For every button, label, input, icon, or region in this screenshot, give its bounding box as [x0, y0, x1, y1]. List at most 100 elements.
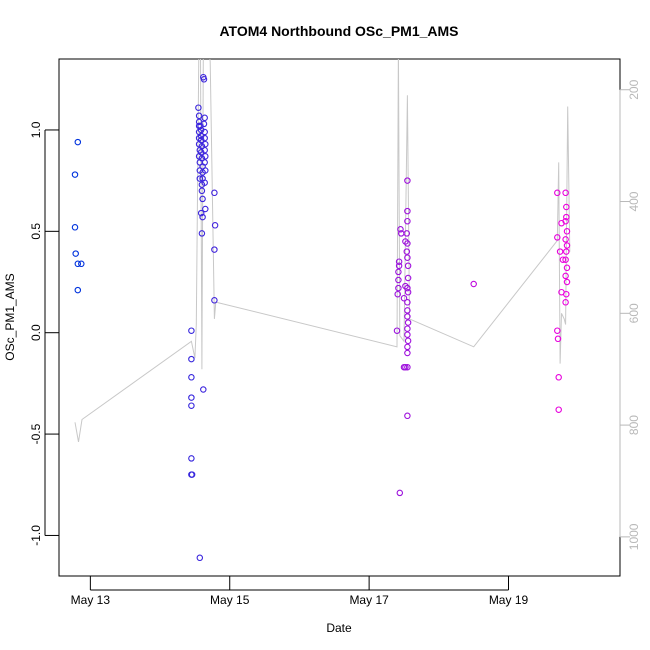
data-point: [188, 327, 195, 334]
data-point: [188, 455, 195, 462]
data-point: [196, 175, 204, 182]
data-point: [211, 189, 218, 197]
data-points-layer: [71, 73, 571, 562]
data-point: [404, 274, 412, 282]
x-tick-label: May 15: [210, 593, 250, 607]
data-point: [199, 213, 206, 221]
data-point: [396, 489, 404, 497]
data-point: [559, 256, 567, 263]
data-point: [404, 207, 411, 215]
data-point: [202, 205, 209, 213]
data-point: [202, 167, 209, 174]
data-point: [554, 234, 561, 241]
data-point: [470, 280, 477, 288]
data-point: [188, 374, 195, 381]
x-axis-label: Date: [326, 621, 352, 635]
data-point: [554, 335, 562, 343]
data-point: [201, 159, 208, 166]
data-point: [197, 122, 204, 130]
data-point: [201, 114, 208, 122]
data-point: [563, 248, 570, 255]
x-tick-label: May 13: [71, 593, 111, 607]
data-point: [562, 299, 569, 306]
data-point: [395, 268, 402, 276]
data-point: [74, 286, 82, 294]
data-point: [404, 177, 411, 184]
data-point: [404, 288, 412, 296]
data-point: [562, 236, 569, 243]
data-point: [200, 76, 208, 83]
data-point: [562, 217, 569, 225]
data-point: [403, 248, 411, 255]
data-point: [395, 262, 403, 270]
data-point: [563, 228, 571, 235]
data-point: [74, 138, 82, 146]
data-point: [563, 213, 570, 221]
data-point: [404, 307, 411, 314]
data-point: [202, 140, 209, 148]
data-point: [195, 104, 202, 111]
data-point: [198, 230, 206, 237]
data-point: [211, 246, 218, 253]
data-point: [562, 272, 569, 280]
data-point: [404, 412, 411, 420]
data-point: [195, 112, 203, 120]
data-point: [563, 264, 571, 272]
data-point: [563, 203, 570, 211]
y-tick-label: 0.0: [29, 324, 43, 341]
data-point: [78, 260, 85, 268]
data-point: [555, 374, 562, 381]
data-point: [71, 224, 79, 231]
data-point: [404, 254, 411, 261]
data-point: [402, 238, 409, 245]
data-point: [201, 128, 208, 136]
x-tick-label: May 19: [489, 593, 529, 607]
data-point: [188, 394, 195, 401]
data-point: [200, 120, 208, 128]
data-point: [211, 222, 219, 229]
data-point: [402, 363, 409, 371]
chart-title: ATOM4 Northbound OSc_PM1_AMS: [219, 23, 458, 39]
data-point: [554, 327, 561, 334]
data-point: [562, 256, 569, 263]
axes-layer: May 13 May 15 May 17 May 19 -1.0 -0.5 0.0 0.5 1.…: [29, 79, 641, 607]
data-point: [199, 195, 206, 203]
data-point: [393, 327, 401, 334]
y2-tick-label: 800: [627, 415, 641, 435]
secondary-line-layer: [74, 59, 571, 442]
plot-frame: [58, 58, 621, 577]
data-point: [397, 226, 404, 233]
data-point: [188, 471, 196, 478]
data-point: [556, 248, 564, 255]
data-point: [404, 240, 411, 247]
data-point: [404, 331, 411, 338]
y2-tick-label: 600: [627, 303, 641, 323]
data-point: [404, 217, 411, 225]
y-tick-label: 0.5: [29, 223, 43, 240]
data-point: [188, 402, 195, 409]
data-point: [197, 209, 205, 217]
data-point: [404, 284, 411, 292]
data-point: [562, 189, 569, 197]
data-point: [402, 282, 409, 290]
data-point: [395, 258, 403, 265]
data-point: [395, 276, 402, 284]
y2-tick-label: 1000: [627, 523, 641, 550]
data-point: [198, 187, 206, 195]
y-axis-label: OSc_PM1_AMS: [3, 273, 17, 360]
data-point: [201, 179, 208, 186]
data-point: [197, 126, 205, 134]
data-point: [400, 294, 408, 302]
data-point: [404, 319, 412, 326]
data-point: [201, 146, 208, 154]
data-point: [202, 153, 209, 160]
data-point: [404, 349, 411, 357]
data-point: [71, 171, 79, 178]
data-point: [404, 325, 411, 332]
data-point: [211, 297, 218, 304]
data-point: [563, 278, 571, 286]
data-point: [201, 134, 208, 142]
secondary-line: [74, 59, 571, 442]
data-point: [404, 299, 411, 306]
